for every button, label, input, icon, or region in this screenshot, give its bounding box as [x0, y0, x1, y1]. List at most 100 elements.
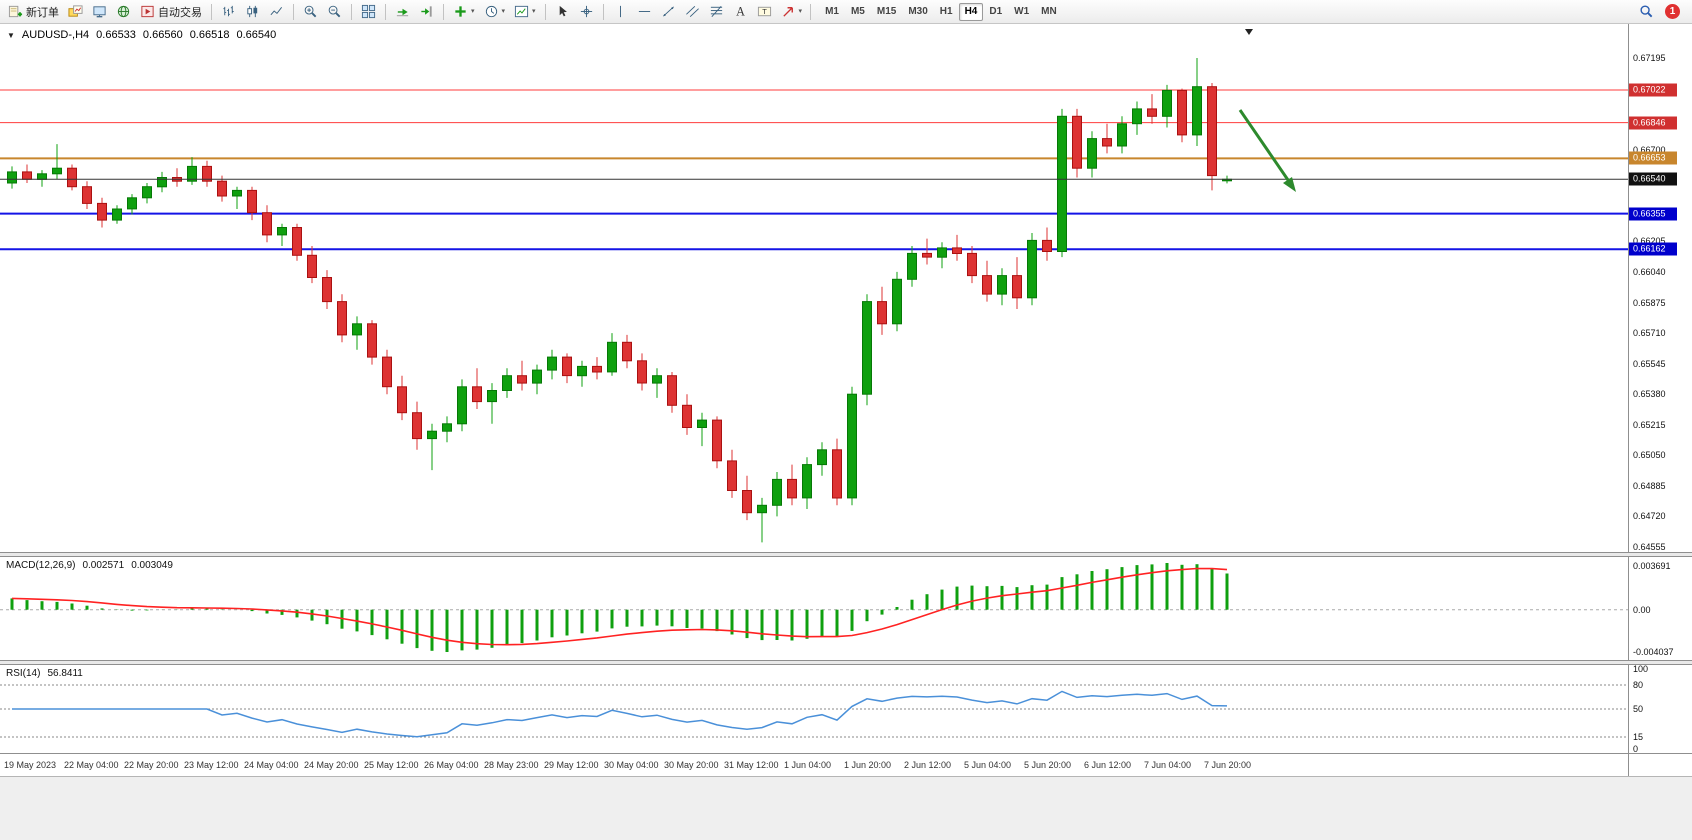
chart-shift-marker[interactable] — [1245, 29, 1253, 35]
candle — [367, 320, 377, 365]
time-axis-label: 1 Jun 04:00 — [784, 760, 832, 770]
autoscroll-icon — [396, 8, 409, 17]
timeframe-m30-button[interactable]: M30 — [908, 6, 928, 17]
time-axis[interactable]: 19 May 2023 22 May 04:00 22 May 20:00 23 Ma… — [0, 753, 1692, 776]
terminal-button[interactable] — [88, 2, 111, 22]
price-axis-label: 0.65215 — [1633, 419, 1666, 430]
crosshair-button[interactable] — [575, 2, 598, 22]
trend-arrow-head[interactable] — [1283, 177, 1296, 192]
timeframe-h1-button[interactable]: H1 — [939, 6, 953, 17]
indicators-button[interactable]: ▾ — [449, 2, 479, 22]
tile-windows-button[interactable] — [357, 2, 380, 22]
search-button[interactable] — [1635, 2, 1658, 22]
text-tool-button[interactable]: A — [729, 2, 752, 22]
price-axis-label: 0.64720 — [1633, 511, 1666, 522]
line-chart-mode-button[interactable] — [265, 2, 288, 22]
price-axis[interactable]: 0.67195 0.66700 0.66205 0.66040 0.65875 0.657… — [1629, 24, 1692, 552]
candle — [667, 372, 677, 413]
notification-badge[interactable]: 1 — [1665, 4, 1680, 19]
templates-button[interactable]: ▾ — [510, 2, 540, 22]
candlestick-mode-button[interactable] — [241, 2, 264, 22]
timeframe-w1-button[interactable]: W1 — [1014, 6, 1030, 17]
macd-value-signal: 0.003049 — [131, 560, 173, 571]
auto-trading-button[interactable]: 自动交易 — [136, 2, 206, 22]
zoom-out-button[interactable] — [323, 2, 346, 22]
line-price-badge: 0.66355 — [1629, 207, 1677, 221]
time-axis-label: 30 May 20:00 — [664, 760, 719, 770]
candlestick-chart[interactable] — [0, 24, 1628, 552]
svg-text:T: T — [762, 7, 767, 16]
rsi-line — [12, 690, 1228, 738]
rsi-panel[interactable]: RSI(14) 56.8411 100 80 50 15 0 — [0, 664, 1692, 754]
dropdown-caret-icon: ▾ — [532, 8, 536, 15]
symbol-dropdown-icon[interactable]: ▼ — [7, 30, 15, 40]
chart-shift-button[interactable] — [415, 2, 438, 22]
line-price-badge: 0.66653 — [1629, 151, 1677, 165]
time-axis-label: 5 Jun 04:00 — [964, 760, 1012, 770]
auto-scroll-button[interactable] — [391, 2, 414, 22]
charts-stack-button[interactable] — [64, 2, 87, 22]
candle — [172, 168, 182, 187]
timeframe-m1-button[interactable]: M1 — [825, 6, 839, 17]
trend-arrow[interactable] — [1238, 109, 1290, 181]
toolbar-separator — [211, 3, 212, 20]
panel-resize-handle[interactable] — [0, 552, 1692, 557]
candle — [907, 246, 917, 287]
candle — [697, 412, 707, 447]
candle — [97, 197, 107, 228]
macd-value-main: 0.002571 — [82, 560, 125, 571]
candle — [352, 316, 362, 350]
candle — [637, 353, 647, 391]
horizontal-line-tool-button[interactable] — [633, 2, 656, 22]
candle — [7, 166, 17, 189]
time-axis-label: 5 Jun 20:00 — [1024, 760, 1072, 770]
time-axis-label: 2 Jun 12:00 — [904, 760, 952, 770]
macd-axis[interactable]: 0.003691 0.00 -0.004037 — [1629, 557, 1692, 660]
timeframe-m15-button[interactable]: M15 — [876, 6, 897, 17]
bar-chart-mode-button[interactable] — [217, 2, 240, 22]
channel-tool-button[interactable] — [681, 2, 704, 22]
time-axis-label: 6 Jun 12:00 — [1084, 760, 1132, 770]
timeframe-m5-button[interactable]: M5 — [850, 6, 865, 17]
zoom-in-button[interactable] — [299, 2, 322, 22]
candle — [577, 360, 587, 387]
candle — [532, 364, 542, 395]
candle — [1072, 108, 1082, 178]
label-tool-button[interactable]: T — [753, 2, 776, 22]
line-price-badge: 0.67022 — [1629, 83, 1677, 97]
toolbar-separator — [293, 3, 294, 20]
candle — [712, 416, 722, 469]
new-order-button[interactable]: 新订单 — [4, 2, 63, 22]
macd-axis-zero: 0.00 — [1633, 604, 1651, 615]
macd-signal-line — [11, 567, 1228, 646]
cursor-button[interactable] — [551, 2, 574, 22]
candle — [862, 294, 872, 406]
rsi-axis[interactable]: 100 80 50 15 0 — [1629, 664, 1692, 754]
vline-icon — [619, 5, 621, 18]
timeframe-mn-button[interactable]: MN — [1041, 6, 1057, 17]
macd-chart[interactable] — [0, 557, 1628, 660]
timeframe-h4-button[interactable]: H4 — [958, 2, 984, 21]
shapes-icon — [782, 7, 793, 17]
candle — [82, 181, 92, 209]
time-axis-label: 30 May 04:00 — [604, 760, 659, 770]
vertical-line-tool-button[interactable] — [609, 2, 632, 22]
arrows-tool-button[interactable]: ▾ — [777, 2, 807, 22]
price-axis-label: 0.65875 — [1633, 297, 1666, 308]
rsi-chart[interactable] — [0, 665, 1628, 753]
trendline-tool-button[interactable] — [657, 2, 680, 22]
timeframe-d1-button[interactable]: D1 — [989, 6, 1003, 17]
rsi-value: 56.8411 — [47, 668, 83, 679]
fibonacci-tool-button[interactable] — [705, 2, 728, 22]
toolbar: 新订单 自动交易 ▾ ▾ ▾ A T ▾ M1 M5 M15 M30 H1 H4 D1 W1 MN 1 — [0, 0, 1692, 24]
web-community-button[interactable] — [112, 2, 135, 22]
candle — [892, 271, 902, 332]
candle — [67, 164, 77, 191]
candles-icon — [247, 5, 258, 18]
periods-button[interactable]: ▾ — [480, 2, 510, 22]
price-chart-panel[interactable]: ▼ AUDUSD-,H4 0.66533 0.66560 0.66518 0.6… — [0, 24, 1692, 552]
macd-panel[interactable]: MACD(12,26,9) 0.002571 0.003049 0.003691… — [0, 557, 1692, 660]
panel-resize-handle[interactable] — [0, 660, 1692, 665]
window-bottom-strip — [0, 776, 1692, 840]
